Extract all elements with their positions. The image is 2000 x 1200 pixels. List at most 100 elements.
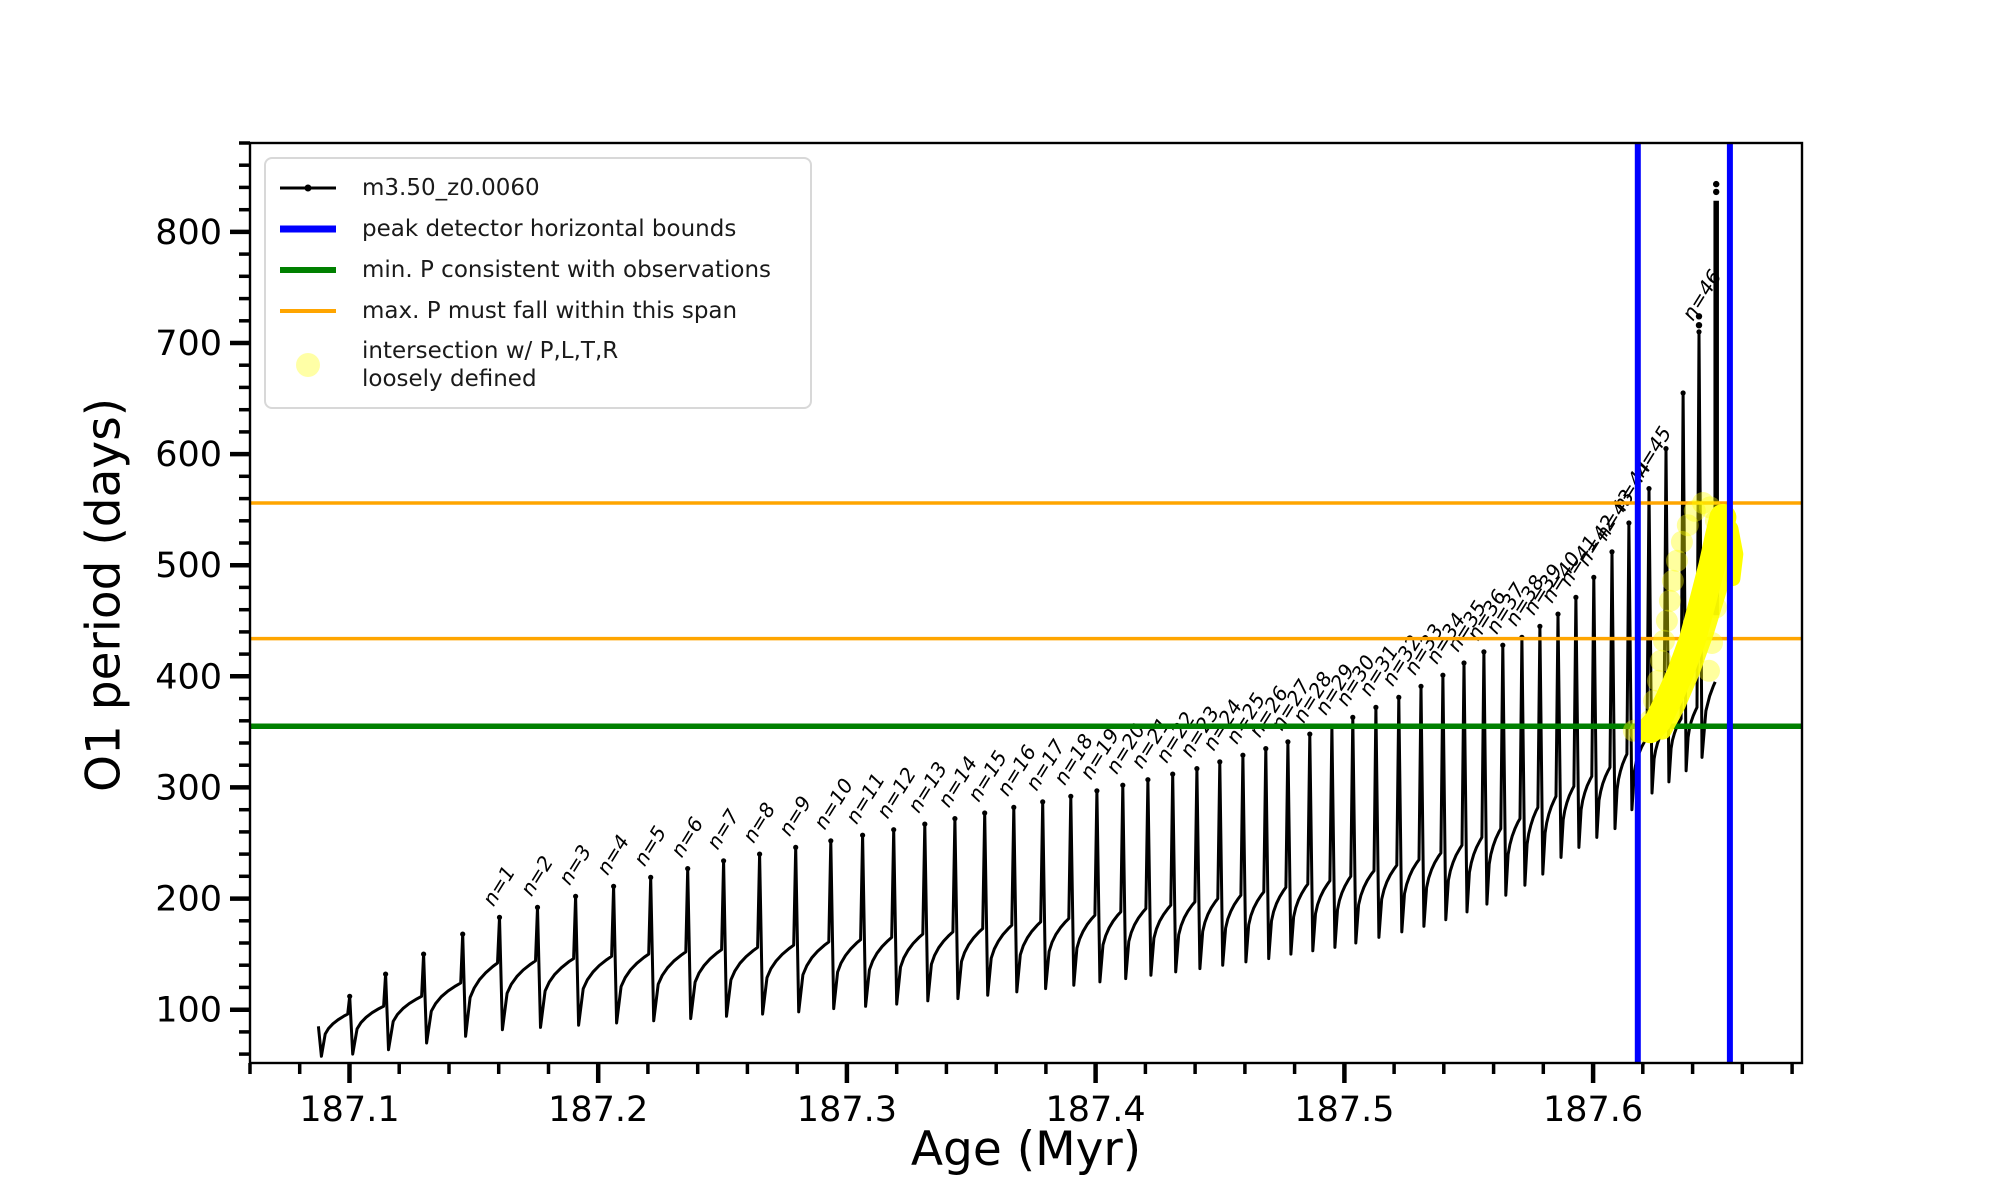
- peak-marker: [1040, 799, 1046, 805]
- peak-marker: [1240, 752, 1246, 758]
- peak-marker: [982, 810, 988, 816]
- legend-item-label: max. P must fall within this span: [362, 297, 738, 324]
- pulse-number-label: n=6: [666, 813, 709, 861]
- peak-marker: [460, 931, 466, 937]
- x-tick-label: 187.4: [1045, 1090, 1145, 1130]
- yellow-halo-dot: [1692, 492, 1714, 514]
- series-curve: [316, 330, 1717, 1058]
- y-tick-label: 600: [155, 435, 222, 475]
- pulse-number-label: n=1: [477, 862, 520, 910]
- peak-marker: [573, 893, 579, 899]
- peak-marker: [891, 827, 897, 833]
- peak-marker: [1626, 520, 1632, 526]
- stray-dot: [1695, 322, 1703, 329]
- yellow-halo-dot: [1653, 629, 1675, 652]
- peak-marker: [1094, 788, 1100, 794]
- yellow-halo-dot: [1676, 514, 1699, 537]
- y-tick-label: 400: [155, 657, 222, 697]
- peak-marker: [1461, 660, 1467, 666]
- peak-marker: [922, 821, 928, 827]
- blue-line-swatch: [280, 216, 336, 242]
- legend-item-label: peak detector horizontal bounds: [362, 215, 737, 242]
- y-tick-label: 500: [155, 546, 222, 586]
- yellow-halo-dot: [1655, 609, 1678, 632]
- orange-line-swatch: [280, 298, 336, 324]
- peak-marker: [828, 838, 834, 844]
- peak-marker: [421, 951, 427, 957]
- y-axis-title: O1 period (days): [76, 397, 132, 793]
- peak-marker: [1663, 446, 1669, 452]
- yellow-band: [1652, 555, 1734, 740]
- yellow-dot-swatch: [280, 352, 336, 378]
- peak-marker: [1350, 714, 1356, 721]
- x-tick-label: 187.3: [797, 1090, 897, 1130]
- peak-marker: [1481, 649, 1487, 655]
- legend: m3.50_z0.0060 peak detector horizontal b…: [264, 157, 812, 410]
- peak-marker: [611, 883, 617, 889]
- peak-marker: [1646, 486, 1652, 492]
- peak-marker: [793, 844, 799, 851]
- pulse-number-label: n=45: [1627, 422, 1676, 481]
- peak-marker: [1396, 694, 1402, 701]
- pulse-number-label: n=3: [553, 840, 596, 888]
- y-tick-label: 800: [155, 213, 222, 253]
- yellow-halo-dot: [1658, 589, 1681, 612]
- x-tick-label: 187.5: [1294, 1090, 1394, 1130]
- y-tick-label: 700: [155, 324, 222, 364]
- peak-marker: [383, 971, 389, 977]
- stray-dot: [1695, 313, 1703, 320]
- peak-marker: [1120, 782, 1126, 788]
- y-tick-label: 100: [155, 991, 222, 1031]
- peak-marker: [1217, 759, 1223, 765]
- peak-marker: [534, 904, 541, 911]
- peak-marker: [1555, 611, 1561, 617]
- pulse-number-label: n=7: [701, 805, 744, 854]
- x-tick-label: 187.2: [548, 1090, 648, 1130]
- legend-item-label: m3.50_z0.0060: [362, 174, 540, 201]
- yellow-halo-dot: [1661, 569, 1684, 592]
- peak-marker: [1307, 731, 1313, 737]
- legend-item-peak-bounds: peak detector horizontal bounds: [280, 214, 794, 244]
- peak-marker: [1591, 574, 1597, 581]
- peak-marker: [1609, 549, 1615, 555]
- peak-marker: [496, 914, 503, 921]
- peak-marker: [1537, 623, 1543, 629]
- x-axis-title: Age (Myr): [910, 1122, 1142, 1177]
- legend-item-series: m3.50_z0.0060: [280, 173, 794, 203]
- peak-marker: [1373, 704, 1379, 711]
- peak-marker: [1418, 683, 1424, 689]
- peak-marker: [1263, 746, 1269, 752]
- yellow-halo-dot: [1665, 549, 1688, 572]
- legend-item-label: intersection w/ P,L,T,R loosely defined: [362, 338, 619, 393]
- yellow-halo-dot: [1650, 649, 1672, 672]
- plot-border: [248, 141, 1804, 1065]
- pulse-number-label: n=5: [629, 822, 672, 870]
- legend-item-min-p: min. P consistent with observations: [280, 255, 794, 285]
- x-tick-label: 187.6: [1543, 1090, 1643, 1130]
- peak-marker: [1500, 642, 1506, 648]
- peak-marker: [1573, 594, 1579, 601]
- pulse-number-label: n=9: [774, 792, 817, 840]
- stray-dot: [1713, 188, 1720, 196]
- peak-marker: [347, 993, 353, 999]
- legend-item-max-p: max. P must fall within this span: [280, 296, 794, 326]
- yellow-halo-dot: [1670, 530, 1693, 553]
- yellow-halo-dot: [1683, 499, 1706, 522]
- y-tick-label: 300: [155, 768, 222, 808]
- peak-marker: [1170, 771, 1176, 777]
- legend-item-intersection: intersection w/ P,L,T,R loosely defined: [280, 337, 794, 393]
- peak-marker: [685, 866, 691, 872]
- legend-item-label: min. P consistent with observations: [362, 256, 772, 283]
- peak-marker: [1285, 739, 1291, 745]
- peak-marker: [1068, 793, 1074, 799]
- peak-marker: [648, 874, 654, 881]
- peak-marker: [1680, 390, 1686, 396]
- peak-marker: [1011, 804, 1017, 811]
- green-line-swatch: [280, 257, 336, 283]
- peak-marker: [721, 858, 727, 864]
- stray-dot: [1713, 180, 1720, 188]
- pulse-number-label: n=2: [515, 852, 558, 900]
- y-tick-label: 200: [155, 880, 222, 920]
